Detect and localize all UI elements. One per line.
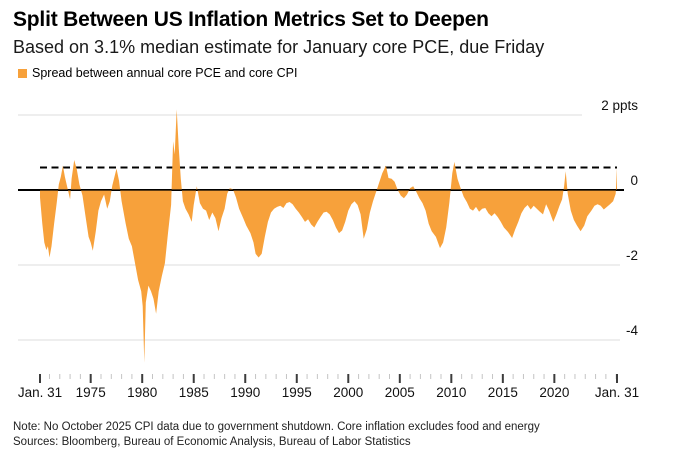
x-axis-label: 1985 [178,385,209,400]
y-axis-label: 2 ppts [601,98,638,113]
y-axis-label: -2 [625,248,638,263]
y-axis-label: -4 [625,323,638,338]
x-axis-label: 2010 [436,385,467,400]
x-axis-label: 2000 [333,385,364,400]
area-chart: 2 ppts 0 -2 -4 Jan. 31 1975 1980 1985 1990 1995 20… [0,88,674,408]
x-axis-label: 1975 [75,385,106,400]
x-axis-label: 1995 [281,385,312,400]
x-axis-label: 2005 [384,385,415,400]
sources-note: Sources: Bloomberg, Bureau of Economic A… [13,436,411,448]
footnote: Note: No October 2025 CPI data due to go… [13,421,540,433]
x-axis-label: Jan. 31 [17,385,63,400]
y-axis-label: 0 [630,173,638,188]
page-subtitle: Based on 3.1% median estimate for Januar… [13,37,545,57]
chart-canvas [18,109,624,383]
x-axis-label: 2020 [539,385,570,400]
x-axis-label: 2015 [487,385,518,400]
legend-label: Spread between annual core PCE and core … [32,66,298,80]
legend-swatch-icon [18,69,27,78]
page-title: Split Between US Inflation Metrics Set t… [13,8,489,31]
x-axis-label: 1980 [127,385,158,400]
x-axis-label: 1990 [230,385,261,400]
spread-area-series [40,109,617,363]
x-axis-label: Jan. 31 [594,385,640,400]
